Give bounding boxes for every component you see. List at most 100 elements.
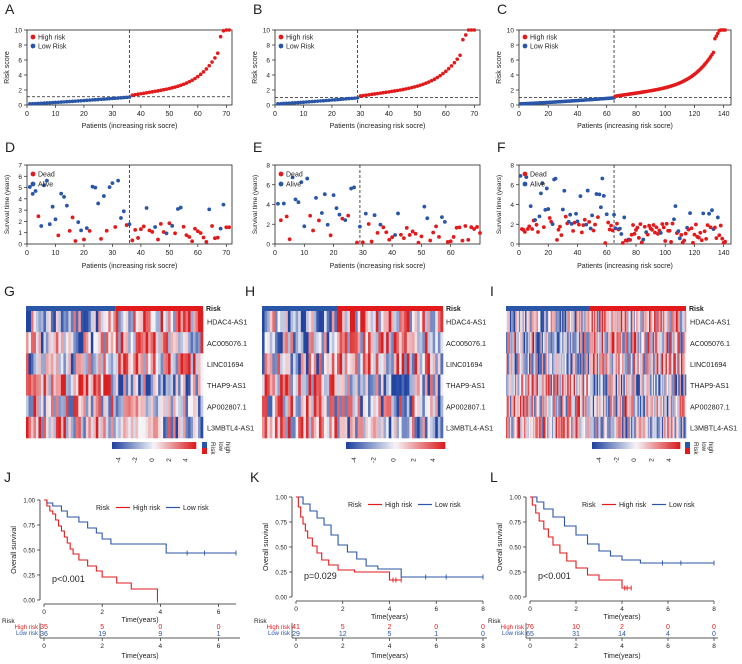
heatmap-cell	[512, 395, 514, 418]
heatmap-cell	[316, 374, 320, 396]
heatmap-cell	[123, 311, 127, 333]
heatmap-cell	[646, 311, 649, 333]
risk-table-count-high: 0	[158, 624, 162, 631]
scale-segment	[598, 442, 602, 449]
dead-point	[434, 224, 438, 229]
heatmap-cell	[352, 395, 356, 418]
risk-point	[227, 28, 231, 32]
heatmap-cell	[30, 416, 34, 439]
alive-point	[574, 211, 578, 216]
heatmap-cell	[628, 416, 631, 439]
heatmap-cell	[571, 395, 573, 418]
y-tick-label: 6	[266, 182, 270, 189]
heatmap-cell	[45, 353, 49, 375]
heatmap-cell	[548, 416, 550, 439]
alive-point	[613, 226, 618, 231]
heatmap-cell	[606, 353, 609, 375]
heatmap-cell	[587, 395, 590, 418]
heatmap-cell	[404, 311, 408, 333]
heatmap-cell	[659, 374, 661, 396]
scale-tick-label: 0	[631, 458, 638, 462]
y-tick-label: 0.75	[23, 524, 35, 530]
heatmap-cell	[267, 311, 271, 333]
risk-point	[350, 96, 354, 101]
dead-point	[609, 223, 614, 228]
heatmap-cell	[539, 353, 541, 375]
heatmap-cell	[591, 395, 594, 418]
heatmap-cell	[344, 353, 348, 375]
alive-point	[331, 193, 336, 198]
heatmap-cell	[572, 416, 574, 439]
heatmap-cell	[601, 311, 604, 333]
heatmap-cell	[573, 311, 576, 333]
heatmap-cell	[145, 395, 149, 418]
heatmap-cell	[280, 353, 283, 375]
heatmap-cell	[645, 353, 647, 375]
heatmap-cell	[80, 416, 84, 439]
alive-point	[322, 192, 327, 197]
alive-point	[107, 185, 112, 190]
p-value: p<0.001	[538, 571, 571, 581]
risk-point	[33, 101, 38, 106]
heatmap-cell	[652, 311, 655, 333]
heatmap-cell	[620, 416, 623, 439]
heatmap-cell	[282, 395, 286, 418]
heatmap-cell	[615, 311, 618, 333]
heatmap-cell	[671, 311, 674, 333]
heatmap-cell	[396, 395, 400, 418]
dead-point	[653, 230, 657, 235]
panel-letter: C	[497, 1, 507, 17]
x-tick-label: 0	[528, 606, 532, 613]
heatmap-cell	[419, 395, 423, 418]
heatmap-cell	[53, 395, 57, 418]
dead-point	[661, 225, 666, 230]
heatmap-cell	[600, 395, 603, 418]
heatmap-cell	[130, 332, 134, 354]
heatmap-cell	[344, 332, 348, 354]
heatmap-cell	[585, 395, 587, 418]
heatmap-cell	[614, 311, 617, 333]
heatmap-cell	[628, 374, 631, 396]
risk-point	[181, 82, 186, 87]
heatmap-cell	[352, 416, 356, 439]
heatmap-cell	[661, 332, 664, 354]
heatmap-cell	[130, 353, 134, 375]
heatmap-cell	[513, 395, 516, 418]
heatmap-cell	[647, 395, 650, 418]
heatmap-cell	[78, 332, 82, 354]
heatmap-cell	[140, 416, 144, 439]
alive-point	[363, 211, 368, 216]
heatmap-cell	[295, 374, 299, 396]
heatmap-cell	[370, 416, 374, 439]
heatmap-cell	[601, 395, 604, 418]
heatmap-cell	[375, 416, 379, 439]
heatmap-cell	[548, 311, 550, 333]
heatmap-cell	[587, 332, 590, 354]
heatmap-cell	[663, 332, 665, 354]
heatmap-cell	[163, 374, 166, 396]
heatmap-cell	[555, 395, 558, 418]
heatmap-cell	[634, 395, 637, 418]
scale-segment	[596, 442, 599, 449]
heatmap-cell	[637, 311, 640, 333]
heatmap-cell	[629, 353, 632, 375]
heatmap-cell	[138, 353, 141, 375]
dead-point	[635, 225, 640, 230]
heatmap-cell	[120, 311, 124, 333]
heatmap-cell	[673, 311, 675, 333]
y-tick-label: 0	[18, 103, 22, 110]
heatmap-cell	[678, 311, 680, 333]
heatmap-cell	[113, 353, 117, 375]
scale-segment	[393, 442, 396, 449]
dead-point	[460, 238, 465, 243]
heatmap-cell	[355, 395, 358, 418]
heatmap-cell	[506, 332, 508, 354]
heatmap-cell	[313, 353, 317, 375]
heatmap-cell	[339, 395, 343, 418]
heatmap-cell	[262, 395, 265, 418]
dead-point	[699, 238, 704, 243]
heatmap-cell	[631, 416, 633, 439]
heatmap-cell	[321, 353, 325, 375]
y-tick-label: 5	[18, 185, 22, 192]
heatmap-cell	[68, 374, 72, 396]
